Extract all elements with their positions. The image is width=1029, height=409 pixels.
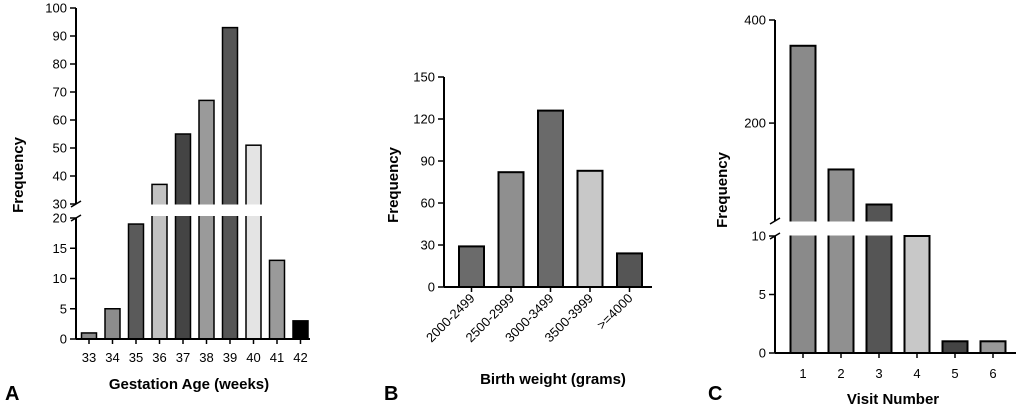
x-tick-label: 4: [913, 366, 920, 381]
bar-1: [789, 44, 817, 354]
y-tick-label: 0: [759, 346, 766, 361]
bar-2: [827, 168, 855, 354]
panel-label: B: [384, 383, 398, 405]
y-tick-label: 70: [53, 85, 67, 100]
y-tick-label: 120: [413, 112, 435, 127]
x-tick-label: 37: [176, 350, 190, 365]
bar-segment-upper: [198, 99, 215, 205]
bar-segment-upper: [221, 26, 239, 205]
bar-4: [903, 235, 931, 354]
x-tick-label: 36: [152, 350, 166, 365]
x-tick-label: 40: [246, 350, 260, 365]
x-tick-label: 2: [837, 366, 844, 381]
panel-b: 03060901201502000-24992500-29993000-3499…: [384, 70, 652, 405]
bar-segment-lower: [221, 216, 239, 339]
bar-segment-lower: [151, 216, 168, 339]
y-tick-label: 5: [60, 301, 67, 316]
bar-segment-upper: [245, 144, 262, 205]
x-tick-label: 3: [875, 366, 882, 381]
x-axis-title: Visit Number: [847, 391, 939, 408]
bar->=4000: [616, 252, 643, 288]
bar-3500-3999: [576, 169, 604, 288]
y-tick-label: 200: [744, 116, 766, 131]
y-axis-title: Frequency: [714, 151, 731, 228]
y-tick-label: 15: [53, 241, 67, 256]
bar-42: [292, 320, 309, 340]
bar-5: [941, 340, 969, 354]
bar-35: [127, 223, 145, 340]
y-tick-label: 30: [421, 238, 435, 253]
bar-segment-lower: [789, 235, 817, 354]
bar-2000-2499: [458, 245, 485, 288]
x-axis-title: Birth weight (grams): [480, 371, 626, 388]
y-tick-label: 80: [53, 57, 67, 72]
y-tick-label: 150: [413, 70, 435, 85]
x-tick-label: 1: [799, 366, 806, 381]
panel-label: C: [708, 383, 722, 405]
y-tick-label: 5: [759, 287, 766, 302]
x-tick-label: 41: [270, 350, 284, 365]
bar-segment-upper: [174, 133, 192, 205]
bar-segment-lower: [174, 216, 192, 339]
bar-segment-lower: [827, 235, 855, 354]
bar-segment-upper: [151, 183, 168, 205]
y-tick-label: 20: [53, 211, 67, 226]
y-tick-label: 90: [53, 29, 67, 44]
x-tick-label: 42: [293, 350, 307, 365]
y-tick-label: 0: [60, 332, 67, 347]
bar-39: [221, 26, 239, 339]
x-tick-label: 5: [951, 366, 958, 381]
bar-segment-lower: [198, 216, 215, 339]
bar-segment-upper: [865, 203, 893, 222]
bar-40: [245, 144, 262, 339]
bar-2500-2999: [497, 171, 525, 288]
bar-segment-lower: [865, 235, 893, 354]
y-tick-label: 0: [428, 280, 435, 295]
x-tick-label: 39: [223, 350, 237, 365]
x-tick-label: 34: [105, 350, 119, 365]
bar-37: [174, 133, 192, 339]
panel-label: A: [5, 383, 19, 405]
y-tick-label: 400: [744, 13, 766, 28]
bar-3000-3499: [537, 109, 564, 288]
bar-34: [104, 308, 121, 340]
bar-segment-upper: [789, 44, 817, 222]
bar-3: [865, 203, 893, 354]
bar-6: [979, 340, 1007, 354]
bar-38: [198, 99, 215, 339]
y-tick-label: 30: [53, 197, 67, 212]
y-tick-label: 90: [421, 154, 435, 169]
y-axis-title: Frequency: [385, 146, 402, 223]
y-tick-label: 50: [53, 141, 67, 156]
y-tick-label: 60: [421, 196, 435, 211]
bar-36: [151, 183, 168, 339]
y-tick-label: 10: [752, 229, 766, 244]
y-tick-label: 60: [53, 113, 67, 128]
axis-break-mark: [769, 217, 781, 225]
y-axis-title: Frequency: [10, 136, 27, 213]
y-tick-label: 40: [53, 169, 67, 184]
bar-segment-upper: [827, 168, 855, 222]
x-axis-title: Gestation Age (weeks): [109, 376, 269, 393]
panel-c: 0 5 10 200 400 1 2 3 4 5 6 Visit Number Frequency C: [708, 13, 1016, 408]
x-tick-label: 6: [989, 366, 996, 381]
x-tick-label: 35: [129, 350, 143, 365]
bar-segment-lower: [245, 216, 262, 339]
x-tick-label: 38: [199, 350, 213, 365]
x-tick-label: 33: [82, 350, 96, 365]
y-tick-label: 100: [45, 1, 67, 16]
y-tick-label: 10: [53, 271, 67, 286]
bar-41: [268, 259, 286, 340]
x-tick-label: >=4000: [594, 291, 636, 333]
